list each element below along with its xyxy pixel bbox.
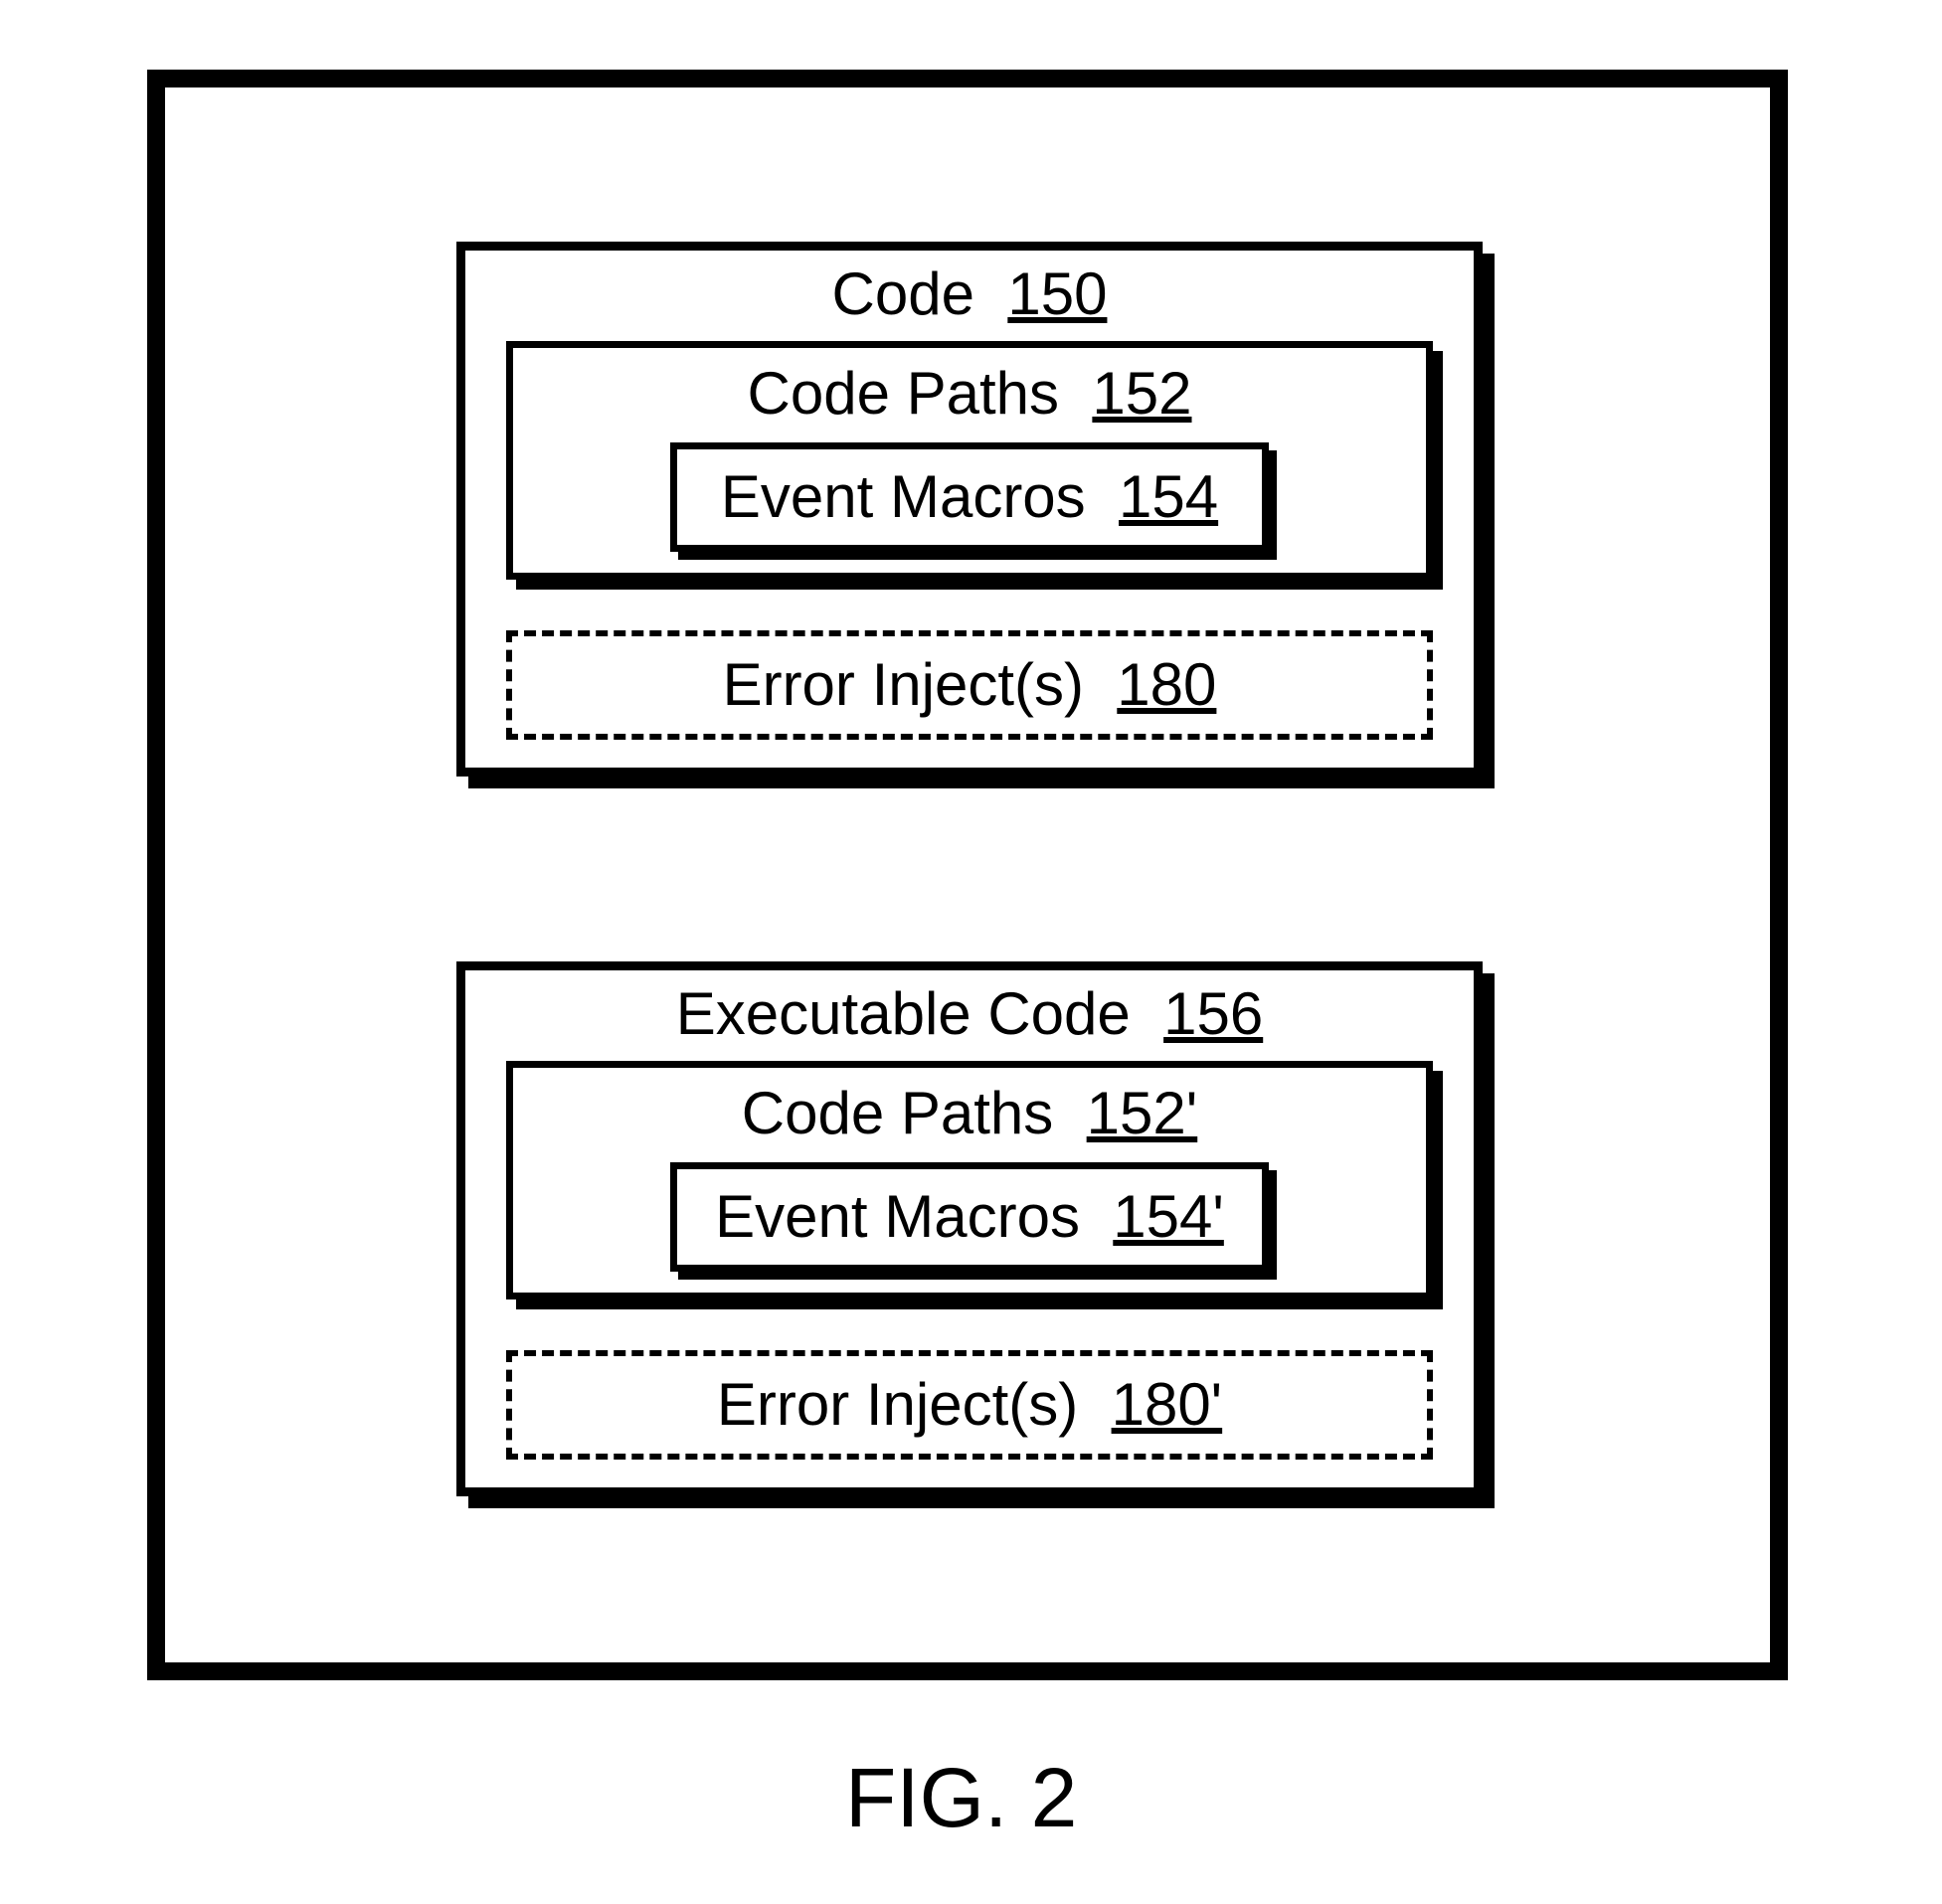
error-inject-prime-title-num: 180' — [1112, 1371, 1223, 1438]
event-macros-prime-title: Event Macros 154' — [670, 1162, 1269, 1272]
code-block-title: Code 150 — [456, 248, 1483, 341]
code-paths-title: Code Paths 152 — [506, 345, 1433, 442]
code-block-title-text: Code — [832, 260, 974, 327]
error-inject-prime-title-text: Error Inject(s) — [717, 1371, 1078, 1438]
executable-code-title-num: 156 — [1163, 980, 1263, 1047]
code-paths-prime-title: Code Paths 152' — [506, 1065, 1433, 1162]
code-paths-title-text: Code Paths — [748, 360, 1060, 427]
event-macros-title-num: 154 — [1119, 463, 1218, 530]
error-inject-title: Error Inject(s) 180 — [506, 630, 1433, 740]
error-inject-title-text: Error Inject(s) — [723, 651, 1084, 718]
event-macros-title: Event Macros 154 — [670, 442, 1269, 552]
error-inject-title-num: 180 — [1117, 651, 1216, 718]
event-macros-prime-title-text: Event Macros — [715, 1183, 1080, 1250]
diagram-canvas: Code 150 Code Paths 152 Event Macros 154… — [0, 0, 1942, 1904]
event-macros-title-text: Event Macros — [721, 463, 1086, 530]
event-macros-prime-title-num: 154' — [1113, 1183, 1224, 1250]
code-paths-prime-title-num: 152' — [1087, 1080, 1198, 1146]
executable-code-title-text: Executable Code — [676, 980, 1131, 1047]
code-block-title-num: 150 — [1007, 260, 1107, 327]
code-paths-prime-title-text: Code Paths — [742, 1080, 1054, 1146]
executable-code-title: Executable Code 156 — [456, 967, 1483, 1061]
figure-caption: FIG. 2 — [845, 1750, 1077, 1846]
code-paths-title-num: 152 — [1092, 360, 1191, 427]
error-inject-prime-title: Error Inject(s) 180' — [506, 1350, 1433, 1460]
